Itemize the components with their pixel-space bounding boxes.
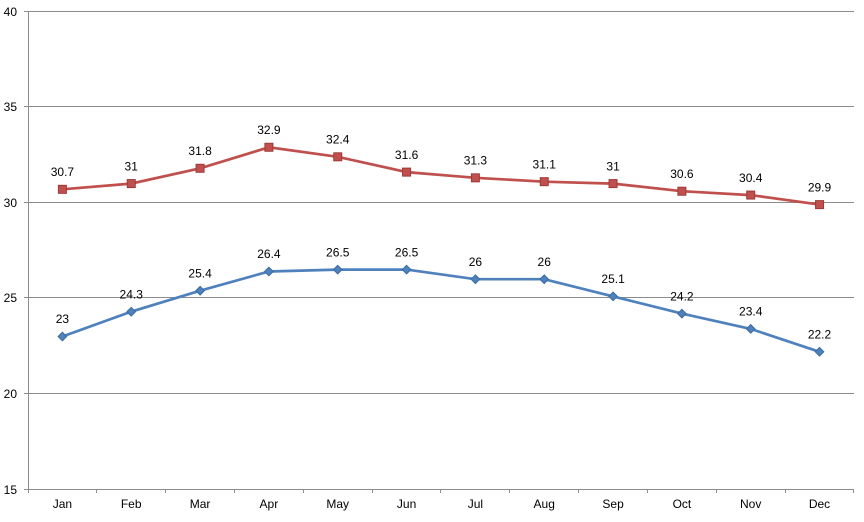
svg-text:Dec: Dec (809, 497, 830, 511)
svg-text:31.6: 31.6 (395, 148, 419, 162)
svg-text:30: 30 (4, 196, 18, 210)
svg-text:30.6: 30.6 (670, 167, 694, 181)
svg-text:Apr: Apr (260, 497, 279, 511)
svg-text:29.9: 29.9 (808, 180, 832, 194)
svg-text:20: 20 (4, 387, 18, 401)
svg-text:Mar: Mar (190, 497, 211, 511)
svg-text:25.1: 25.1 (601, 272, 625, 286)
svg-text:23.4: 23.4 (739, 305, 763, 319)
svg-text:Jul: Jul (468, 497, 483, 511)
svg-text:25.4: 25.4 (188, 266, 212, 280)
svg-text:31: 31 (606, 159, 620, 173)
svg-text:24.2: 24.2 (670, 289, 694, 303)
svg-text:35: 35 (4, 100, 18, 114)
svg-text:25: 25 (4, 291, 18, 305)
svg-text:22.2: 22.2 (808, 328, 832, 342)
svg-text:Oct: Oct (673, 497, 692, 511)
svg-text:26.5: 26.5 (395, 245, 419, 259)
svg-text:May: May (326, 497, 349, 511)
svg-text:Sep: Sep (602, 497, 624, 511)
svg-text:26.4: 26.4 (257, 247, 281, 261)
svg-text:40: 40 (4, 5, 18, 19)
svg-text:23: 23 (56, 312, 70, 326)
svg-text:26: 26 (538, 255, 552, 269)
svg-text:32.4: 32.4 (326, 133, 350, 147)
svg-text:31: 31 (125, 159, 139, 173)
svg-text:Nov: Nov (740, 497, 761, 511)
svg-text:31.8: 31.8 (188, 144, 212, 158)
svg-text:26.5: 26.5 (326, 245, 350, 259)
svg-text:31.3: 31.3 (464, 154, 488, 168)
svg-text:Aug: Aug (534, 497, 555, 511)
svg-text:15: 15 (4, 483, 18, 497)
svg-text:Jan: Jan (53, 497, 72, 511)
svg-text:Feb: Feb (121, 497, 142, 511)
svg-text:30.7: 30.7 (51, 165, 75, 179)
svg-text:30.4: 30.4 (739, 171, 763, 185)
svg-text:24.3: 24.3 (120, 287, 144, 301)
svg-text:26: 26 (469, 255, 483, 269)
svg-text:32.9: 32.9 (257, 123, 281, 137)
svg-text:Jun: Jun (397, 497, 416, 511)
svg-text:31.1: 31.1 (533, 157, 557, 171)
